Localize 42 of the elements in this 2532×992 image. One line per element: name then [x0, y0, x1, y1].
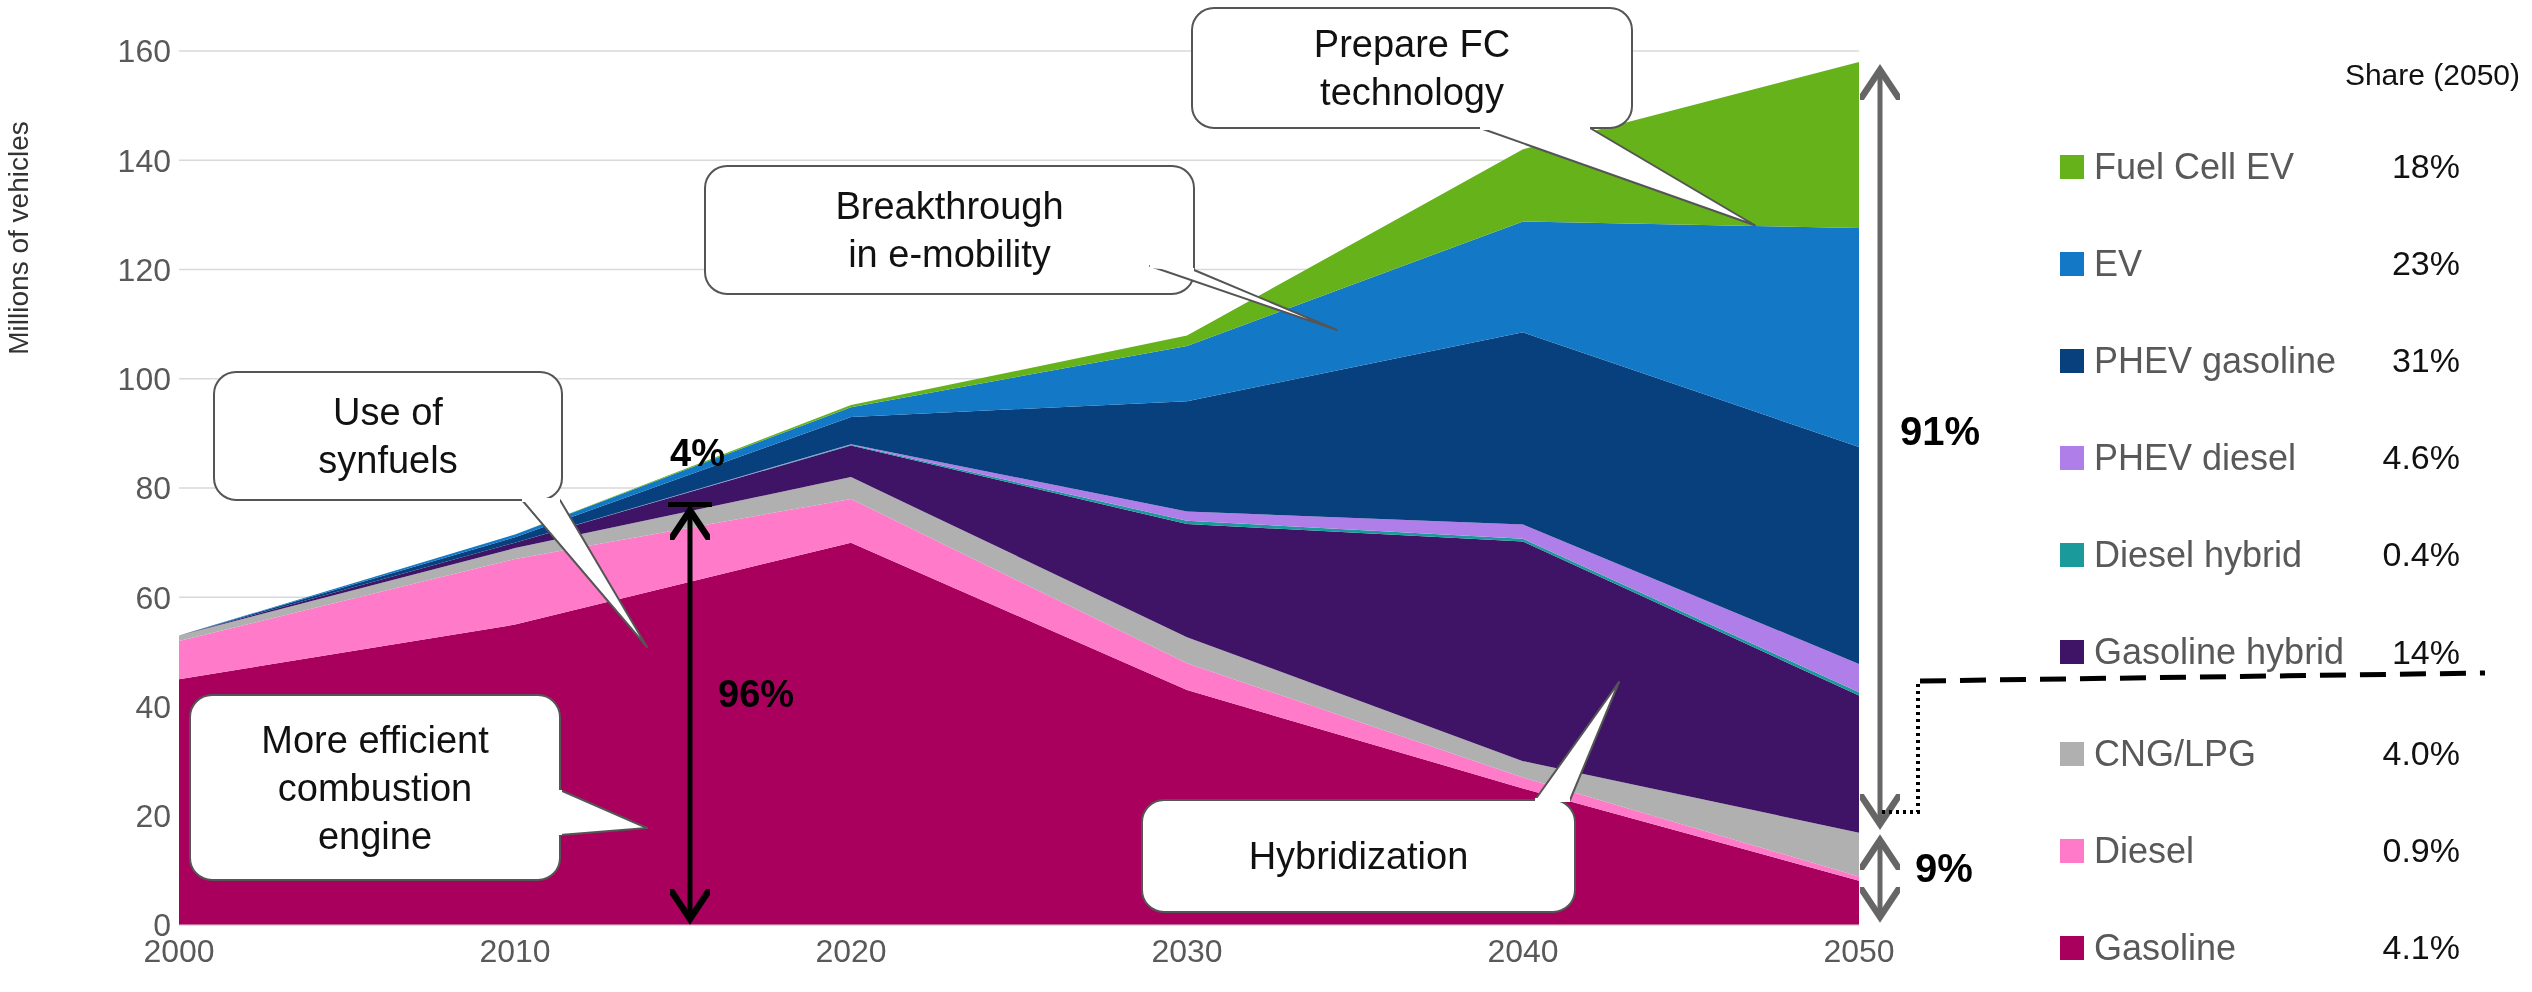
text: 91%: [1900, 409, 1981, 453]
annotation: Prepare FC technology: [1313, 23, 1511, 113]
text: 31%: [2390, 341, 2460, 380]
legend-label: Gasoline hybrid: [2094, 631, 2346, 673]
legend-label: CNG/LPG: [2094, 732, 2258, 775]
y-tick-label: 140: [117, 142, 171, 179]
annotation: 96%: [718, 672, 795, 715]
x-tick-label: 2030: [1151, 932, 1223, 969]
y-tick-label: 160: [117, 33, 171, 70]
annotation: Hybridization: [1248, 835, 1469, 877]
legend-label: PHEV gasoline: [2094, 339, 2338, 382]
x-tick-label: 2040: [1487, 932, 1559, 969]
x-tick-label: 2010: [479, 932, 551, 969]
text: 9%: [1915, 846, 1973, 890]
text: 0.4%: [2381, 535, 2460, 574]
legend-label: PHEV diesel: [2094, 436, 2298, 479]
legend-label: Gasoline: [2094, 926, 2238, 969]
text: 4.6%: [2381, 438, 2460, 477]
text: 0.9%: [2381, 831, 2460, 870]
legend-label: Diesel hybrid: [2094, 533, 2304, 576]
legend-label: EV: [2094, 242, 2144, 285]
legend-label: Fuel Cell EV: [2094, 145, 2296, 188]
legend-title: Share (2050): [2343, 58, 2520, 93]
y-tick-label: 100: [117, 361, 171, 398]
text: 4.1%: [2381, 928, 2460, 967]
text: 23%: [2390, 244, 2460, 283]
legend-label: Diesel: [2094, 829, 2196, 872]
text: 18%: [2390, 147, 2460, 186]
y-axis-title: Millions of vehicles: [2, 121, 34, 355]
x-tick-label: 2050: [1823, 932, 1895, 969]
annotation: Use of synfuels: [318, 391, 458, 481]
y-tick-label: 80: [135, 470, 171, 507]
y-tick-label: 40: [135, 688, 171, 725]
y-tick-label: 120: [117, 251, 171, 288]
annotation: Breakthrough in e-mobility: [835, 185, 1064, 275]
text: 14%: [2390, 632, 2460, 672]
y-tick-label: 20: [135, 798, 171, 835]
x-tick-label: 2020: [815, 932, 887, 969]
annotation: 4%: [670, 432, 725, 475]
text: 4.0%: [2381, 734, 2460, 773]
annotation: More efficient combustion engine: [261, 718, 490, 857]
y-tick-label: 60: [135, 579, 171, 616]
